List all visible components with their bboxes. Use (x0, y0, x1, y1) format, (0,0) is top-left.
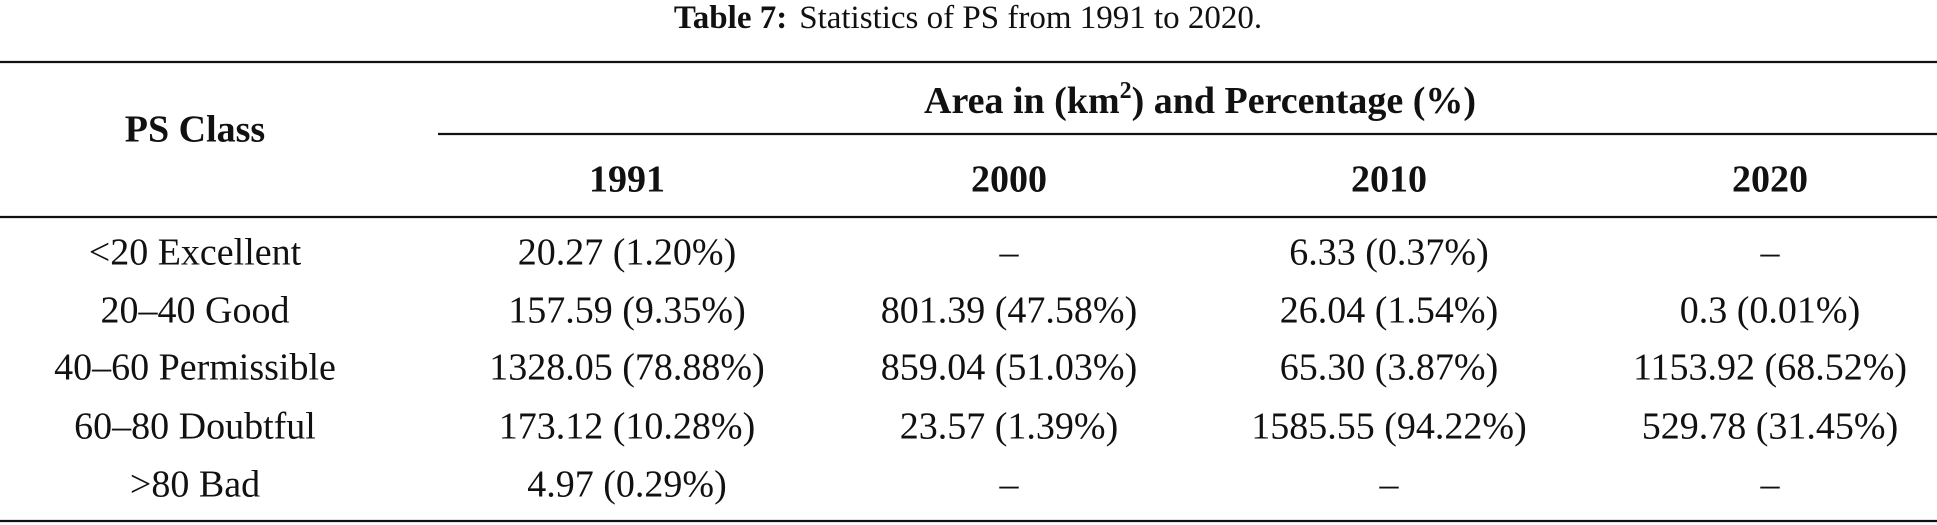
column-header: 2000 (971, 159, 1047, 201)
row-label: 60–80 Doubtful (74, 406, 316, 448)
cell: – (1379, 464, 1400, 506)
column-header: 2010 (1351, 159, 1427, 201)
caption: Table 7: Statistics of PS from 1991 to 20… (674, 0, 1262, 36)
cell: 529.78 (31.45%) (1642, 406, 1898, 448)
cell: – (1760, 232, 1781, 274)
cell: 1153.92 (68.52%) (1633, 347, 1907, 389)
row-label: 20–40 Good (101, 290, 290, 332)
cell: 6.33 (0.37%) (1289, 232, 1488, 274)
cell: 65.30 (3.87%) (1280, 347, 1498, 389)
cell: 26.04 (1.54%) (1280, 290, 1498, 332)
cell: 0.3 (0.01%) (1680, 290, 1860, 332)
cell: 1328.05 (78.88%) (489, 347, 764, 389)
row-header: PS Class (125, 109, 265, 151)
group-text: Area in (km (924, 80, 1120, 122)
column-header: 2020 (1732, 159, 1808, 201)
caption-text: Statistics of PS from 1991 to 2020. (799, 0, 1262, 36)
cell: 23.57 (1.39%) (900, 406, 1118, 448)
group-text: ) and Percentage (%) (1132, 80, 1476, 122)
row-label: <20 Excellent (89, 232, 302, 274)
cell: 173.12 (10.28%) (499, 406, 755, 448)
group-header: Area in (km2) and Percentage (%) (924, 78, 1476, 122)
superscript: 2 (1120, 78, 1132, 104)
cell: 20.27 (1.20%) (518, 232, 736, 274)
cell: – (999, 232, 1020, 274)
cell: – (1760, 464, 1781, 506)
cell: 859.04 (51.03%) (881, 347, 1137, 389)
column-header: 1991 (589, 159, 665, 201)
row-label: 40–60 Permissible (54, 347, 336, 389)
caption-label: Table 7: (674, 0, 787, 36)
cell: 1585.55 (94.22%) (1251, 406, 1526, 448)
row-label: >80 Bad (130, 464, 260, 506)
cell: 4.97 (0.29%) (527, 464, 726, 506)
cell: 801.39 (47.58%) (881, 290, 1137, 332)
cell: 157.59 (9.35%) (508, 290, 745, 332)
cell: – (999, 464, 1020, 506)
